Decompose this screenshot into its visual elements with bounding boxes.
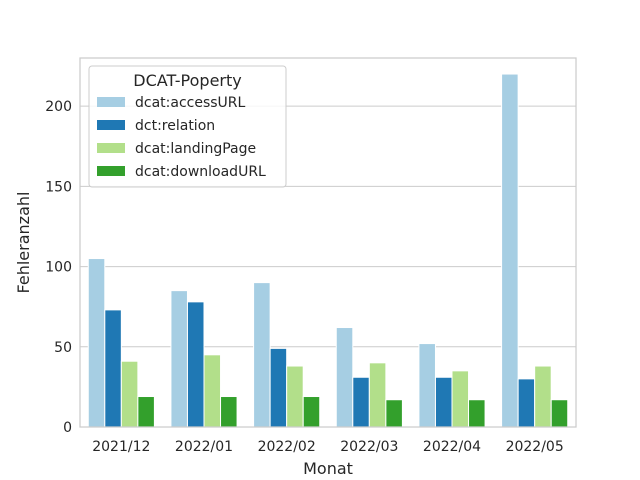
- x-tick-label: 2022/05: [506, 439, 564, 455]
- bar: [468, 399, 486, 428]
- y-tick-labels: 0 50 100 150 200: [45, 99, 72, 436]
- bar: [186, 301, 205, 428]
- legend-swatch: [97, 143, 125, 153]
- legend-swatch: [97, 120, 125, 130]
- x-tick-label: 2021/12: [92, 439, 150, 455]
- bar: [286, 365, 304, 428]
- legend: DCAT-Poperty dcat:accessURLdct:relationd…: [88, 65, 287, 188]
- bar: [534, 365, 552, 428]
- legend-label: dcat:downloadURL: [135, 164, 266, 180]
- bar: [170, 290, 188, 428]
- y-tick-label: 150: [45, 179, 72, 195]
- bar: [368, 362, 387, 428]
- bar: [104, 309, 122, 428]
- bar: [269, 347, 288, 428]
- bar: [434, 376, 453, 428]
- x-axis-label: Monat: [303, 459, 353, 478]
- legend-items: dcat:accessURL dct:relation dcat:landingPa…: [97, 95, 266, 180]
- y-tick-label: 100: [45, 260, 72, 276]
- bar: [137, 396, 155, 428]
- x-tick-label: 2022/04: [423, 439, 481, 455]
- legend-swatch: [97, 97, 125, 107]
- bar: [517, 378, 536, 428]
- bar: [352, 376, 370, 428]
- y-tick-label: 200: [45, 99, 72, 115]
- x-tick-label: 2022/03: [340, 439, 398, 455]
- bar: [120, 360, 139, 428]
- x-tick-labels: 2021/12 2022/01 2022/02 2022/03 2022/04 2022/…: [92, 439, 564, 455]
- legend-label: dcat:landingPage: [135, 141, 256, 157]
- bar: [203, 354, 222, 428]
- bar: [335, 327, 354, 428]
- x-tick-label: 2022/01: [175, 439, 233, 455]
- bar: [253, 282, 271, 428]
- bar: [385, 399, 403, 428]
- legend-title: DCAT-Poperty: [133, 71, 241, 90]
- x-tick-label: 2022/02: [258, 439, 316, 455]
- legend-label: dcat:accessURL: [135, 95, 246, 111]
- legend-swatch: [97, 166, 125, 176]
- y-axis-label: Fehleranzahl: [14, 192, 33, 294]
- legend-label: dct:relation: [135, 118, 215, 134]
- bar: [220, 396, 238, 428]
- bar: [418, 343, 436, 428]
- plot-frame: [79, 57, 577, 428]
- y-tick-label: 50: [54, 340, 72, 356]
- y-tick-label: 0: [63, 420, 72, 436]
- bar: [87, 258, 106, 428]
- bar: [302, 396, 321, 428]
- bar: [501, 73, 519, 428]
- legend-box: [88, 65, 287, 188]
- bar: [550, 399, 569, 428]
- bar: [451, 370, 470, 428]
